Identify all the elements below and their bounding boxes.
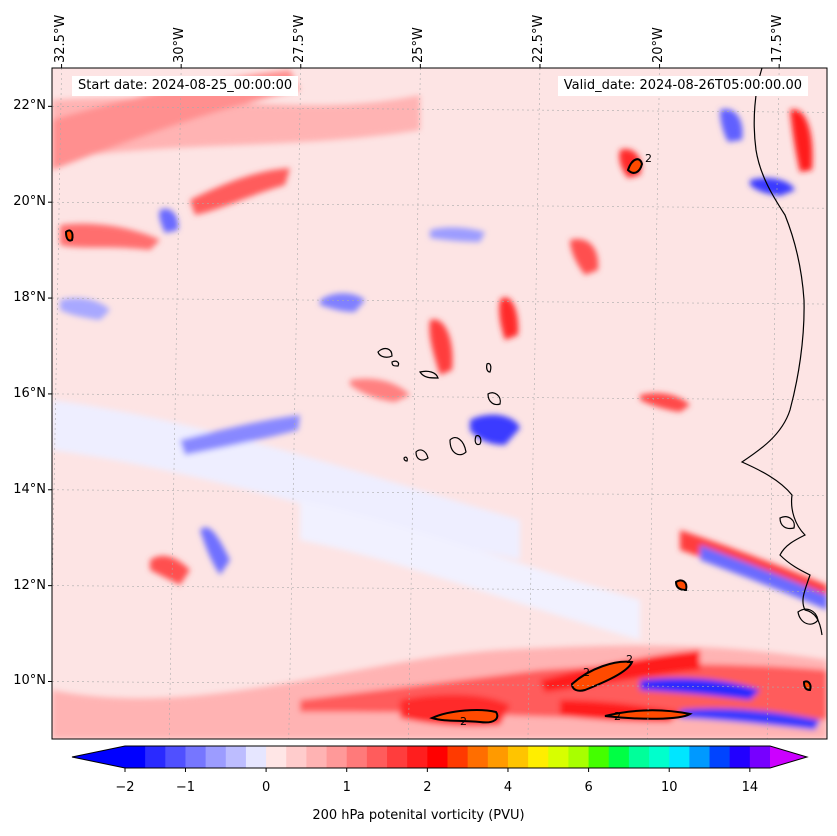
- colorbar-bin: [125, 746, 146, 768]
- lon-gridline: [527, 68, 541, 739]
- contour-2pvu: [64, 158, 812, 724]
- colorbar-label: 200 hPa potenital vorticity (PVU): [312, 808, 525, 823]
- colorbar-bin: [709, 746, 731, 768]
- lat-tick-label: 20°N: [13, 194, 46, 210]
- colorbar-bin: [387, 746, 408, 768]
- field-background: [52, 68, 827, 739]
- lat-gridline: [52, 585, 827, 592]
- lat-tick-label: 10°N: [13, 673, 46, 689]
- colorbar-bin: [165, 746, 186, 768]
- lon-tick-label: 17.5°W: [770, 14, 786, 63]
- contour-labels: 2 2 2 2 2: [460, 152, 652, 728]
- colorbar-tick-label: 10: [660, 780, 678, 795]
- gridlines: [52, 68, 827, 739]
- map-frame: [51, 67, 828, 740]
- colorbar-bin: [548, 746, 569, 768]
- lon-tick-label: 22.5°W: [530, 14, 546, 63]
- colorbar-bin: [749, 746, 771, 768]
- colorbar-bin: [447, 746, 469, 768]
- colorbar-bin: [608, 746, 630, 768]
- colorbar-bin: [225, 746, 247, 768]
- colorbar-over-arrow: [770, 746, 807, 768]
- lat-tick-label: 14°N: [13, 481, 46, 497]
- colorbar-bin: [689, 746, 711, 768]
- lon-gridline: [288, 68, 302, 739]
- lat-gridline: [52, 297, 827, 305]
- lon-tick-label: 25°W: [411, 27, 427, 63]
- colorbar-bin: [729, 746, 751, 768]
- colorbar-bin: [326, 746, 348, 768]
- colorbar-bin: [467, 746, 489, 768]
- colorbar-bin: [649, 746, 670, 768]
- lat-tick-label: 16°N: [13, 385, 46, 401]
- valid-date-label: Valid_date: 2024-08-26T05:00:00.00: [557, 76, 808, 96]
- axis-ticks: [48, 64, 780, 682]
- colorbar-bin: [427, 746, 448, 768]
- colorbar-bin: [245, 746, 267, 768]
- lat-tick-label: 18°N: [13, 290, 46, 306]
- colorbar-bin: [346, 746, 368, 768]
- colorbar-bin: [266, 746, 287, 768]
- lat-tick-label: 12°N: [13, 577, 46, 593]
- colorbar-tick-label: −2: [115, 780, 135, 795]
- colorbar-tick-label: 0: [261, 780, 271, 795]
- contour-label: 2: [614, 710, 621, 723]
- lat-gridline: [52, 489, 827, 497]
- colorbar-bin: [528, 746, 549, 768]
- lon-tick-label: 20°W: [650, 27, 666, 63]
- colorbar-bin: [487, 746, 509, 768]
- lat-gridline: [52, 201, 827, 209]
- contour-label: 2: [460, 715, 467, 728]
- colorbar-bin: [366, 746, 388, 768]
- lon-gridline: [766, 68, 780, 739]
- contour-label: 2: [645, 152, 652, 165]
- lon-tick-label: 32.5°W: [52, 14, 68, 63]
- colorbar-tick-label: 4: [503, 780, 513, 795]
- colorbar-bin: [507, 746, 529, 768]
- lon-gridline: [168, 68, 182, 739]
- colorbar-bin: [185, 746, 207, 768]
- lat-tick-label: 22°N: [13, 98, 46, 114]
- colorbar: [71, 745, 809, 772]
- colorbar-bin: [286, 746, 307, 768]
- colorbar-bin: [588, 746, 610, 768]
- lat-gridline: [52, 681, 827, 688]
- lon-tick-label: 30°W: [172, 27, 188, 63]
- lon-tick-label: 27.5°W: [291, 14, 307, 63]
- colorbar-under-arrow: [72, 746, 125, 768]
- colorbar-bin: [205, 746, 227, 768]
- lon-gridline: [647, 68, 660, 739]
- start-date-label: Start date: 2024-08-25_00:00:00: [72, 76, 299, 96]
- pv-field: 2 2 2 2 2: [52, 68, 827, 739]
- colorbar-tick-label: 1: [342, 780, 351, 795]
- coastline: [377, 68, 823, 636]
- lat-gridline: [52, 393, 827, 401]
- colorbar-bin: [306, 746, 328, 768]
- colorbar-bin: [669, 746, 690, 768]
- colorbar-bin: [568, 746, 590, 768]
- lon-gridline: [52, 68, 62, 620]
- colorbar-bin: [145, 746, 166, 768]
- colorbar-bin: [407, 746, 428, 768]
- colorbar-tick-label: −1: [175, 780, 196, 795]
- contour-label: 2: [583, 666, 590, 679]
- lon-gridline: [408, 68, 421, 739]
- colorbar-tick-label: 2: [423, 780, 432, 795]
- colorbar-tick-label: 6: [584, 780, 593, 795]
- contour-label: 2: [626, 653, 633, 666]
- colorbar-tick-label: 14: [741, 780, 759, 795]
- colorbar-bin: [628, 746, 650, 768]
- lat-gridline: [52, 106, 827, 113]
